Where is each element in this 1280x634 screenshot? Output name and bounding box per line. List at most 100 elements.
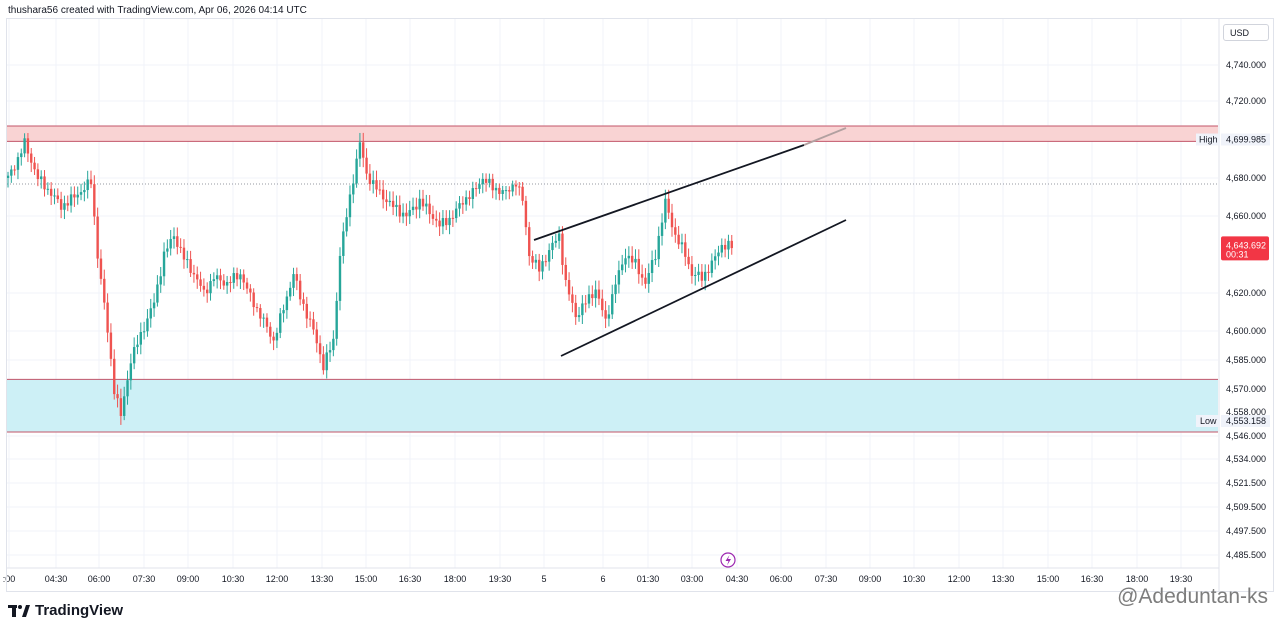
candle-body bbox=[541, 261, 544, 272]
candle-body bbox=[491, 178, 494, 191]
candle-body bbox=[388, 200, 391, 203]
price-tick-label: 4,521.500 bbox=[1226, 478, 1266, 488]
candle-body bbox=[455, 208, 458, 219]
candle-body bbox=[103, 278, 106, 303]
candle-body bbox=[717, 252, 720, 257]
candle-body bbox=[182, 247, 186, 260]
candle-body bbox=[292, 274, 295, 288]
time-tick-label: 16:30 bbox=[1081, 574, 1104, 584]
candle-body bbox=[670, 212, 674, 228]
candle-body bbox=[481, 178, 484, 185]
candle-body bbox=[275, 332, 279, 341]
candle-body bbox=[694, 274, 697, 276]
time-tick-label: 19:30 bbox=[489, 574, 512, 584]
candle-body bbox=[222, 280, 225, 286]
candle-body bbox=[498, 187, 501, 194]
high-value: 4,699.985 bbox=[1226, 135, 1266, 145]
candle-body bbox=[468, 197, 471, 199]
candle-body bbox=[378, 189, 382, 191]
candle-body bbox=[186, 259, 189, 261]
price-tick-label: 4,680.000 bbox=[1226, 173, 1266, 183]
candle-body bbox=[597, 289, 601, 299]
candle-body bbox=[574, 302, 577, 318]
time-tick-label: 19:30 bbox=[1170, 574, 1193, 584]
low-tag bbox=[1196, 415, 1220, 427]
currency-selector[interactable]: USD bbox=[1223, 24, 1269, 41]
candle-body bbox=[581, 303, 584, 316]
candle-body bbox=[159, 276, 162, 285]
candle-body bbox=[46, 188, 50, 190]
candle-body bbox=[305, 303, 308, 319]
candle-body bbox=[315, 329, 318, 344]
candle-body bbox=[285, 296, 289, 311]
time-tick-label: 10:30 bbox=[222, 574, 245, 584]
price-tick-label: 4,546.000 bbox=[1226, 431, 1266, 441]
time-tick-label: 16:30 bbox=[399, 574, 422, 584]
price-axis[interactable]: 4,740.000 4,720.000 4,680.000 4,660.000 4,62… bbox=[1196, 60, 1270, 560]
candle-body bbox=[723, 244, 727, 250]
time-tick-label: 07:30 bbox=[815, 574, 838, 584]
candle-body bbox=[471, 188, 474, 199]
candle-body bbox=[564, 264, 567, 280]
candle-body bbox=[604, 310, 607, 319]
candle-body bbox=[162, 251, 166, 277]
last-price-countdown: 00:31 bbox=[1226, 249, 1249, 259]
candle-body bbox=[438, 220, 441, 227]
candle-body bbox=[43, 176, 46, 190]
candle-body bbox=[713, 256, 717, 261]
candle-body bbox=[259, 308, 262, 319]
candle-body bbox=[239, 274, 242, 280]
candle-body bbox=[561, 233, 564, 265]
candle-body bbox=[206, 289, 209, 294]
candle-body bbox=[126, 380, 129, 397]
candle-body bbox=[142, 331, 146, 333]
candle-body bbox=[176, 236, 179, 247]
candle-body bbox=[405, 212, 408, 217]
candle-body bbox=[136, 344, 139, 348]
candle-body bbox=[10, 169, 13, 176]
candle-body bbox=[375, 180, 378, 190]
candle-body bbox=[524, 200, 528, 228]
candle-body bbox=[199, 279, 202, 286]
upper-trendline bbox=[533, 144, 805, 241]
time-tick-label: 15:00 bbox=[355, 574, 378, 584]
time-tick-label: 12:00 bbox=[948, 574, 971, 584]
candle-body bbox=[381, 189, 385, 200]
candle-body bbox=[146, 318, 149, 332]
candle-body bbox=[501, 190, 504, 194]
price-tick-label: 4,509.500 bbox=[1226, 502, 1266, 512]
candle-body bbox=[262, 317, 265, 319]
candle-body bbox=[415, 206, 418, 210]
candle-body bbox=[368, 173, 372, 185]
candle-body bbox=[33, 162, 36, 170]
candle-body bbox=[66, 203, 69, 206]
candle-body bbox=[86, 179, 89, 191]
candle-body bbox=[16, 157, 20, 170]
candle-body bbox=[431, 214, 435, 219]
candle-body bbox=[521, 186, 524, 201]
candle-body bbox=[13, 169, 16, 171]
candle-body bbox=[627, 255, 631, 259]
time-tick-label: 06:00 bbox=[88, 574, 111, 584]
candle-body bbox=[594, 289, 597, 299]
candle-body bbox=[401, 212, 405, 217]
candle-body bbox=[441, 218, 445, 227]
candle-body bbox=[474, 188, 478, 190]
candle-body bbox=[289, 287, 292, 297]
candle-body bbox=[531, 256, 534, 263]
candle-body bbox=[269, 326, 272, 337]
wedge-trendlines[interactable] bbox=[533, 127, 847, 357]
time-axis[interactable]: :00 04:30 06:00 07:30 09:00 10:30 12:00 13:30 15… bbox=[3, 574, 1193, 584]
candle-body bbox=[544, 261, 548, 263]
candle-body bbox=[113, 358, 116, 395]
candle-body bbox=[458, 203, 461, 209]
candle-body bbox=[607, 314, 611, 319]
candle-body bbox=[624, 258, 627, 265]
tradingview-logo[interactable]: TradingView bbox=[8, 602, 123, 619]
candle-body bbox=[249, 288, 252, 293]
candles bbox=[6, 132, 733, 425]
candle-body bbox=[242, 274, 245, 283]
candle-body bbox=[196, 274, 199, 280]
watermark-text: @Adeduntan-ks bbox=[1117, 585, 1268, 608]
